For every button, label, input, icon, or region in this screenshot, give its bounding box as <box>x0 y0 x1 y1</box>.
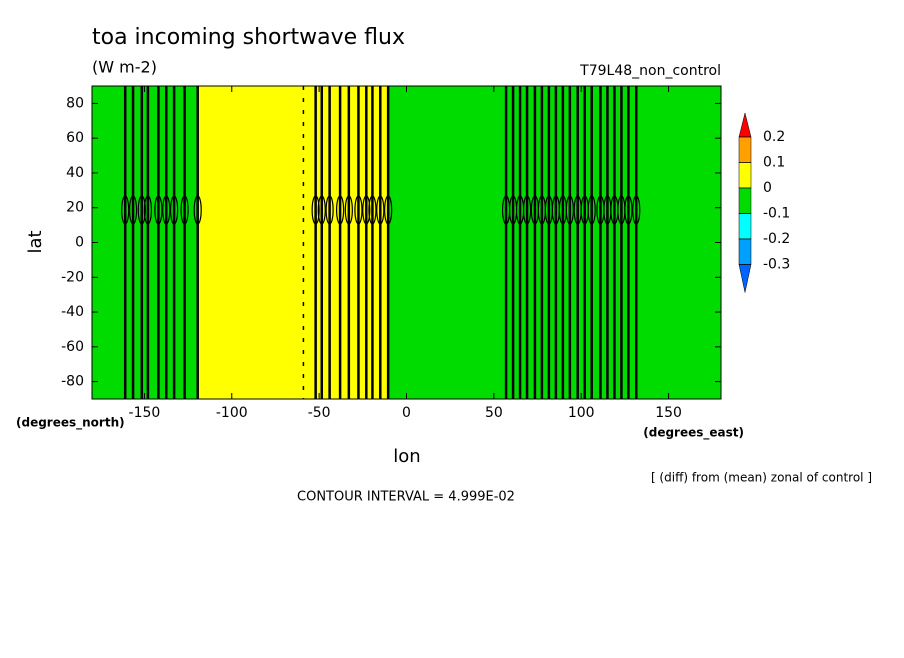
colorbar-triangle <box>738 112 752 138</box>
contour-label <box>121 195 130 225</box>
chart-title: toa incoming shortwave flux <box>92 25 405 50</box>
colorbar-triangle <box>738 264 752 293</box>
y-unit: (degrees_north) <box>16 416 125 431</box>
contour-label <box>336 195 345 225</box>
y-tick-label: -40 <box>61 304 84 320</box>
colorbar-label: -0.3 <box>763 257 790 273</box>
contour-label <box>632 195 641 225</box>
colorbar-label: 0.1 <box>763 155 785 171</box>
y-tick-label: -80 <box>61 374 84 390</box>
chart-subtitle: (W m-2) <box>92 58 157 77</box>
colorbar-box <box>738 213 752 240</box>
y-axis-label: lat <box>25 230 46 253</box>
contour-label <box>143 195 153 225</box>
contour-label <box>384 195 393 225</box>
y-tick-label: -20 <box>61 269 84 285</box>
y-tick-label: 80 <box>66 95 84 111</box>
y-tick-label: 20 <box>66 200 84 216</box>
x-axis-label: lon <box>393 446 420 467</box>
footer: CONTOUR INTERVAL = 4.999E-02 <box>297 490 515 505</box>
contour-label <box>154 195 163 225</box>
x-tick-label: 0 <box>402 405 411 421</box>
contour-label <box>587 195 596 225</box>
x-tick-label: -100 <box>216 405 248 421</box>
x-tick-label: 50 <box>485 405 503 421</box>
contour-label <box>344 195 353 225</box>
y-tick-label: -60 <box>61 339 84 355</box>
x-unit: (degrees_east) <box>643 426 744 441</box>
contour-label <box>362 195 371 225</box>
contour-label <box>311 195 320 225</box>
contour-label <box>317 195 326 225</box>
contour-label <box>170 195 179 225</box>
region <box>92 86 197 399</box>
contour-label <box>180 195 189 225</box>
y-tick-label: 40 <box>66 165 84 181</box>
contour-label <box>325 195 334 225</box>
y-tick-label: 60 <box>66 130 84 146</box>
x-tick-label: 100 <box>568 405 595 421</box>
contour-label <box>368 195 377 225</box>
run-label: T79L48_non_control <box>579 63 721 79</box>
contour-label <box>565 195 574 225</box>
colorbar-label: -0.1 <box>763 206 790 222</box>
colorbar-label: -0.2 <box>763 231 790 247</box>
colorbar-box <box>738 136 752 163</box>
region <box>196 86 388 399</box>
colorbar-box <box>738 238 752 265</box>
contour-label <box>624 195 633 225</box>
x-tick-label: 150 <box>655 405 682 421</box>
colorbar-label: 0.2 <box>763 129 785 145</box>
y-tick-label: 0 <box>75 235 84 251</box>
contour-label <box>193 195 202 225</box>
contour-label <box>522 195 532 225</box>
colorbar-box <box>738 187 752 214</box>
contour-label <box>128 195 138 225</box>
x-tick-label: -50 <box>308 405 331 421</box>
note: [ (diff) from (mean) zonal of control ] <box>651 471 872 485</box>
colorbar-label: 0 <box>763 180 772 196</box>
contour-label <box>162 195 171 225</box>
x-tick-label: -150 <box>129 405 161 421</box>
contour-label <box>376 195 385 225</box>
region <box>387 86 721 399</box>
contour-label <box>354 195 363 225</box>
colorbar-box <box>738 162 752 189</box>
contour-label <box>137 195 146 225</box>
